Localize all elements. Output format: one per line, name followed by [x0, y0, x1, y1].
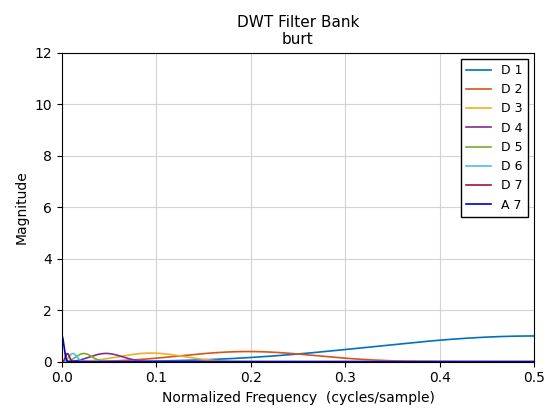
D 3	[312, 359, 319, 364]
A 7	[376, 359, 382, 364]
D 4	[102, 351, 109, 356]
D 7	[270, 359, 277, 364]
D 6	[383, 359, 390, 364]
D 2	[156, 355, 162, 360]
D 1	[312, 350, 319, 355]
D 6	[531, 359, 538, 364]
D 7	[148, 359, 155, 364]
D 6	[69, 351, 76, 356]
D 7	[368, 359, 375, 364]
Line: D 6: D 6	[62, 354, 534, 362]
A 7	[466, 359, 473, 364]
D 1	[148, 359, 155, 364]
D 3	[270, 359, 277, 364]
Line: D 3: D 3	[62, 353, 534, 362]
D 4	[531, 359, 538, 364]
D 3	[59, 359, 66, 364]
D 5	[269, 359, 276, 364]
D 1	[59, 359, 66, 364]
D 3	[466, 359, 473, 364]
D 5	[148, 359, 155, 364]
D 2	[312, 353, 319, 358]
D 6	[312, 359, 319, 364]
D 5	[466, 359, 473, 364]
D 2	[59, 359, 66, 364]
D 3	[156, 351, 163, 356]
D 6	[269, 359, 276, 364]
D 7	[64, 351, 71, 356]
A 7	[59, 333, 66, 339]
A 7	[269, 359, 276, 364]
D 1	[466, 336, 473, 341]
D 4	[312, 359, 319, 364]
D 3	[269, 359, 276, 364]
Legend: D 1, D 2, D 3, D 4, D 5, D 6, D 7, A 7: D 1, D 2, D 3, D 4, D 5, D 6, D 7, A 7	[461, 59, 528, 217]
D 5	[81, 351, 87, 356]
D 2	[269, 350, 276, 355]
D 3	[295, 359, 301, 364]
Line: D 5: D 5	[62, 354, 534, 362]
D 5	[270, 359, 277, 364]
D 4	[270, 359, 277, 364]
D 2	[245, 349, 251, 354]
A 7	[156, 359, 162, 364]
D 6	[270, 359, 277, 364]
Line: A 7: A 7	[62, 336, 534, 362]
D 7	[269, 359, 276, 364]
D 7	[466, 359, 473, 364]
D 2	[148, 356, 155, 361]
Title: DWT Filter Bank
burt: DWT Filter Bank burt	[237, 15, 359, 47]
D 5	[531, 359, 538, 364]
D 4	[156, 359, 163, 364]
Line: D 7: D 7	[62, 354, 534, 362]
D 3	[531, 359, 538, 364]
D 1	[270, 353, 277, 358]
D 2	[466, 359, 473, 364]
D 7	[312, 359, 319, 364]
D 5	[156, 359, 163, 364]
Y-axis label: Magnitude: Magnitude	[15, 171, 29, 244]
A 7	[270, 359, 277, 364]
D 4	[413, 359, 419, 364]
D 5	[354, 359, 361, 364]
D 7	[59, 359, 66, 364]
D 7	[531, 359, 538, 364]
D 5	[312, 359, 319, 364]
D 5	[59, 359, 66, 364]
D 7	[156, 359, 163, 364]
A 7	[312, 359, 319, 364]
D 3	[148, 351, 155, 356]
D 4	[148, 359, 155, 364]
D 1	[156, 358, 162, 363]
D 4	[59, 359, 66, 364]
D 6	[466, 359, 473, 364]
D 4	[269, 359, 276, 364]
X-axis label: Normalized Frequency  (cycles/sample): Normalized Frequency (cycles/sample)	[161, 391, 435, 405]
A 7	[148, 359, 155, 364]
Line: D 4: D 4	[62, 353, 534, 362]
D 2	[270, 350, 277, 355]
Line: D 1: D 1	[62, 336, 534, 362]
D 6	[148, 359, 155, 364]
D 4	[466, 359, 473, 364]
Line: D 2: D 2	[62, 352, 534, 362]
D 1	[269, 354, 276, 359]
A 7	[531, 359, 538, 364]
D 2	[531, 359, 538, 364]
D 6	[156, 359, 163, 364]
D 1	[531, 333, 538, 339]
D 6	[59, 359, 66, 364]
D 3	[148, 351, 155, 356]
